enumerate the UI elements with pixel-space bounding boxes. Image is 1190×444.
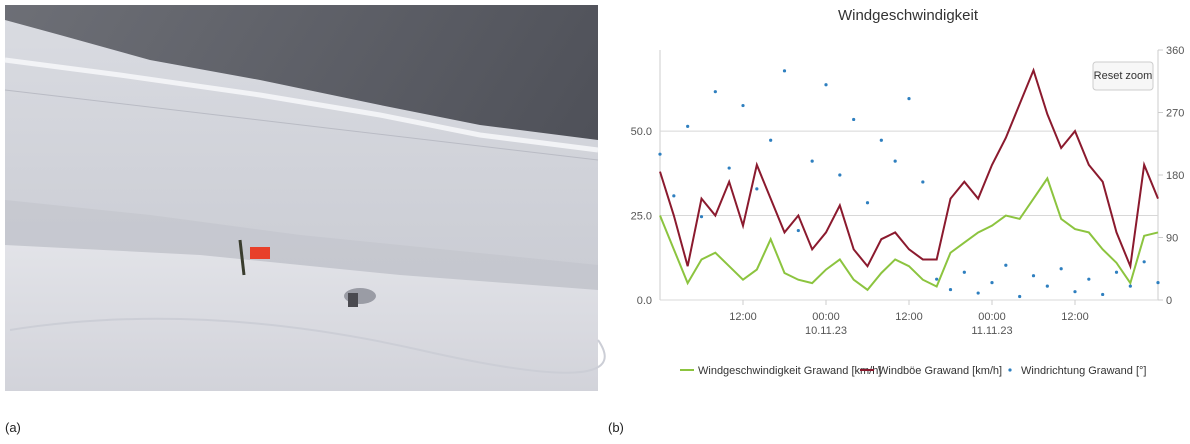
point <box>907 97 911 101</box>
caption: (a) <box>5 420 21 435</box>
point <box>782 69 787 73</box>
legend-marker <box>1008 368 1012 372</box>
point <box>852 117 856 122</box>
point <box>824 83 828 87</box>
line <box>659 176 1159 292</box>
y2-tick-label: 0 <box>1166 295 1172 307</box>
point <box>1045 284 1049 288</box>
point <box>976 291 980 295</box>
point <box>962 270 966 274</box>
point <box>713 90 717 94</box>
reset-zoom-button[interactable]: Reset zoom <box>1092 61 1154 91</box>
point <box>1087 277 1091 281</box>
point <box>741 103 745 108</box>
point <box>727 166 731 170</box>
photo <box>4 5 606 391</box>
point <box>686 124 690 128</box>
point <box>755 187 759 191</box>
point <box>865 201 870 205</box>
x-tick-label: 00:00 10.11.23 <box>805 311 847 337</box>
y2-tick-label: 360 <box>1166 45 1184 57</box>
y-tick-label: 50.0 <box>631 126 652 138</box>
point <box>1059 267 1063 271</box>
x-tick-label: 12:00 <box>729 311 757 323</box>
point <box>1101 292 1105 297</box>
caption: (b) <box>608 420 624 435</box>
x-tick-label: 00:00 11.11.23 <box>971 311 1012 337</box>
legend-label: Windrichtung Grawand [°] <box>1021 365 1146 377</box>
y2-tick-label: 90 <box>1166 233 1178 245</box>
point <box>921 180 925 184</box>
y-tick-label: 25.0 <box>631 211 652 223</box>
point <box>1004 263 1008 267</box>
y-tick-label: 0.0 <box>637 295 652 307</box>
legend-label: Windböe Grawand [km/h] <box>878 365 1002 377</box>
point <box>1142 260 1146 264</box>
x-tick-label: 12:00 <box>1061 311 1089 323</box>
point <box>699 215 704 219</box>
point <box>1114 270 1119 274</box>
point <box>838 173 842 177</box>
point <box>1073 290 1077 294</box>
point <box>769 138 773 142</box>
point <box>1128 284 1132 288</box>
y2-tick-label: 180 <box>1166 170 1184 182</box>
button-label[interactable]: Reset zoom <box>1094 70 1153 82</box>
y2-tick-label: 270 <box>1166 108 1184 120</box>
point <box>990 281 994 285</box>
point <box>893 159 897 163</box>
point <box>879 138 883 142</box>
legend-label: Windgeschwindigkeit Grawand [km/h] <box>698 365 881 377</box>
line <box>659 67 1159 271</box>
point <box>810 159 814 163</box>
point <box>672 194 676 198</box>
point <box>935 277 939 281</box>
chart-title: Windgeschwindigkeit <box>838 7 979 24</box>
point <box>796 228 800 233</box>
point <box>1018 294 1022 299</box>
point <box>1156 281 1160 285</box>
x-tick-label: 12:00 <box>895 311 923 323</box>
point <box>1031 274 1036 278</box>
point <box>658 152 662 156</box>
point <box>948 287 953 292</box>
